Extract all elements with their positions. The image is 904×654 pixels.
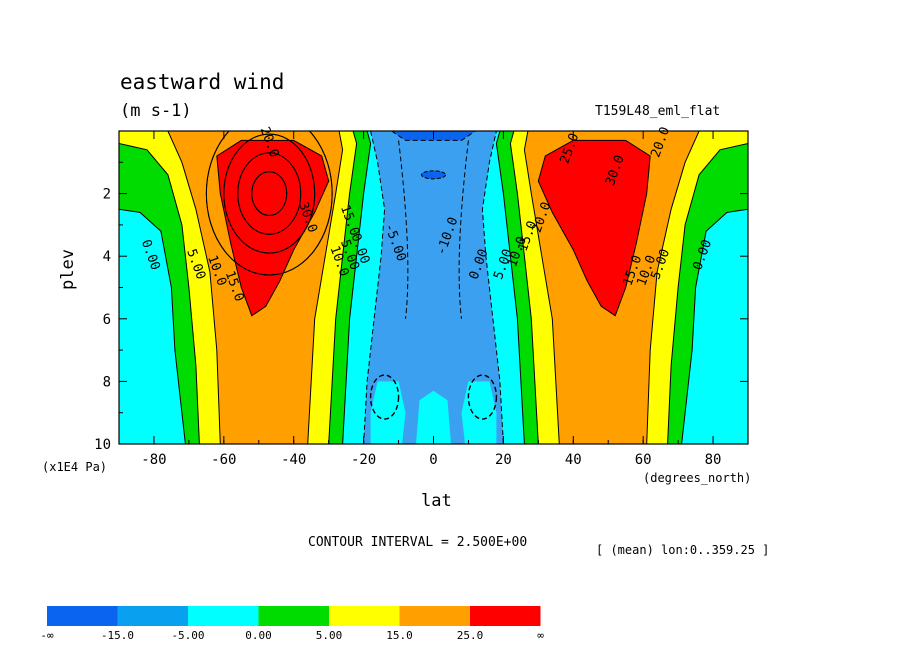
neg-contour-0: [398, 140, 409, 319]
colorbar-label: -15.0: [101, 629, 134, 642]
y-tick-label: 10: [94, 437, 111, 453]
colorbar: -∞ -15.0 -5.00 0.00 5.00 15.0 25.0 ∞: [40, 606, 544, 642]
neg-contour-1: [458, 140, 469, 319]
y-tick-label: 2: [103, 187, 111, 203]
center-cap: [416, 390, 451, 444]
x-axis-label: lat: [421, 491, 452, 511]
neg-loop-1: [467, 374, 498, 420]
colorbar-swatch: [188, 606, 259, 626]
lobe-north: [461, 381, 497, 444]
colorbar-swatch: [47, 606, 118, 626]
x-tick-label: -60: [211, 452, 236, 468]
jet-ring: [251, 171, 288, 217]
colorbar-label: ∞: [537, 629, 544, 642]
colorbar-label: 25.0: [457, 629, 484, 642]
neg-loop-0: [369, 374, 400, 420]
x-tick-label: 20: [495, 452, 512, 468]
chart-title: eastward wind: [120, 70, 285, 94]
colorbar-swatch: [117, 606, 188, 626]
contour-fills: [119, 131, 748, 444]
x-axis-ticks: -80 -60 -40 -20 0 20 40 60 80: [118, 131, 749, 468]
x-tick-label: 40: [565, 452, 582, 468]
contour-lines: [205, 131, 498, 420]
colorbar-swatch: [329, 606, 400, 626]
chart-subtitle: T159L48_eml_flat: [595, 104, 721, 119]
y-tick-label: 4: [103, 249, 111, 265]
colorbar-swatch: [399, 606, 470, 626]
jet-ring: [223, 133, 316, 254]
band-25-max-north: [537, 139, 651, 317]
x-tick-label: 80: [705, 452, 722, 468]
x-tick-label: -40: [281, 452, 306, 468]
contour-interval-text: CONTOUR INTERVAL = 2.500E+00: [308, 535, 528, 550]
colorbar-label: -5.00: [171, 629, 204, 642]
y-axis-units: (x1E4 Pa): [42, 460, 108, 474]
colorbar-label: 5.00: [316, 629, 343, 642]
band-25-max-south: [216, 139, 330, 317]
band-neg: [363, 131, 504, 444]
core-neg: [421, 170, 446, 180]
colorbar-swatch: [258, 606, 329, 626]
x-tick-label: 60: [635, 452, 652, 468]
y-tick-label: 8: [103, 374, 111, 390]
region-text: [ (mean) lon:0..359.25 ]: [596, 543, 770, 557]
colorbar-swatch: [470, 606, 541, 626]
colorbar-label: -∞: [40, 629, 54, 642]
chart-units: (m s-1): [120, 101, 192, 121]
y-axis-ticks: 2 4 6 8 10: [94, 161, 748, 453]
x-tick-label: 0: [429, 452, 437, 468]
jet-ring: [237, 152, 302, 235]
x-tick-label: -20: [351, 452, 376, 468]
colorbar-label: 15.0: [386, 629, 413, 642]
jet-ring: [205, 131, 333, 276]
y-tick-label: 6: [103, 312, 111, 328]
x-tick-label: -80: [141, 452, 166, 468]
colorbar-label: 0.00: [245, 629, 272, 642]
x-axis-units: (degrees_north): [643, 471, 752, 485]
lobe-south: [370, 381, 406, 444]
